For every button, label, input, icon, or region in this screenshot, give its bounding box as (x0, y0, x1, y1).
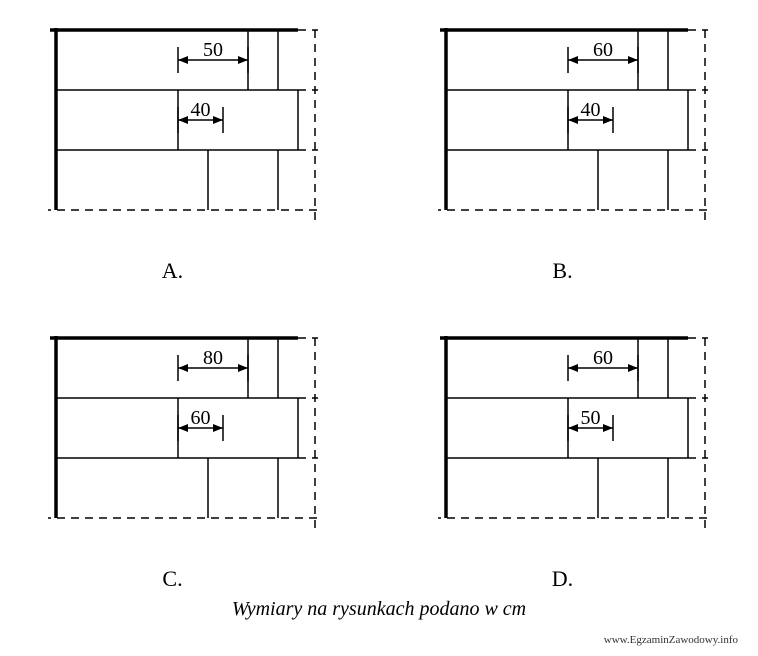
diagram-b: 60 40 (438, 22, 713, 257)
diagram-a: 50 40 (48, 22, 323, 257)
brick-diagram-d: 60 50 (438, 330, 713, 560)
diagram-label-a: A. (158, 258, 188, 284)
brick-diagram-c: 80 60 (48, 330, 323, 560)
dim1-value: 80 (203, 347, 223, 369)
caption: Wymiary na rysunkach podano w cm (0, 598, 758, 621)
dim1-value: 60 (593, 39, 613, 61)
dim2-value: 50 (581, 407, 601, 429)
diagram-label-d: D. (548, 566, 578, 592)
dim2-value: 40 (191, 99, 211, 121)
dim1-value: 60 (593, 347, 613, 369)
diagram-d: 60 50 (438, 330, 713, 565)
diagram-label-b: B. (548, 258, 578, 284)
brick-diagram-a: 50 40 (48, 22, 323, 252)
footer-link: www.EgzaminZawodowy.info (604, 634, 738, 646)
diagram-label-c: C. (158, 566, 188, 592)
brick-diagram-b: 60 40 (438, 22, 713, 252)
diagram-c: 80 60 (48, 330, 323, 565)
dim2-value: 60 (191, 407, 211, 429)
dim2-value: 40 (581, 99, 601, 121)
dim1-value: 50 (203, 39, 223, 61)
